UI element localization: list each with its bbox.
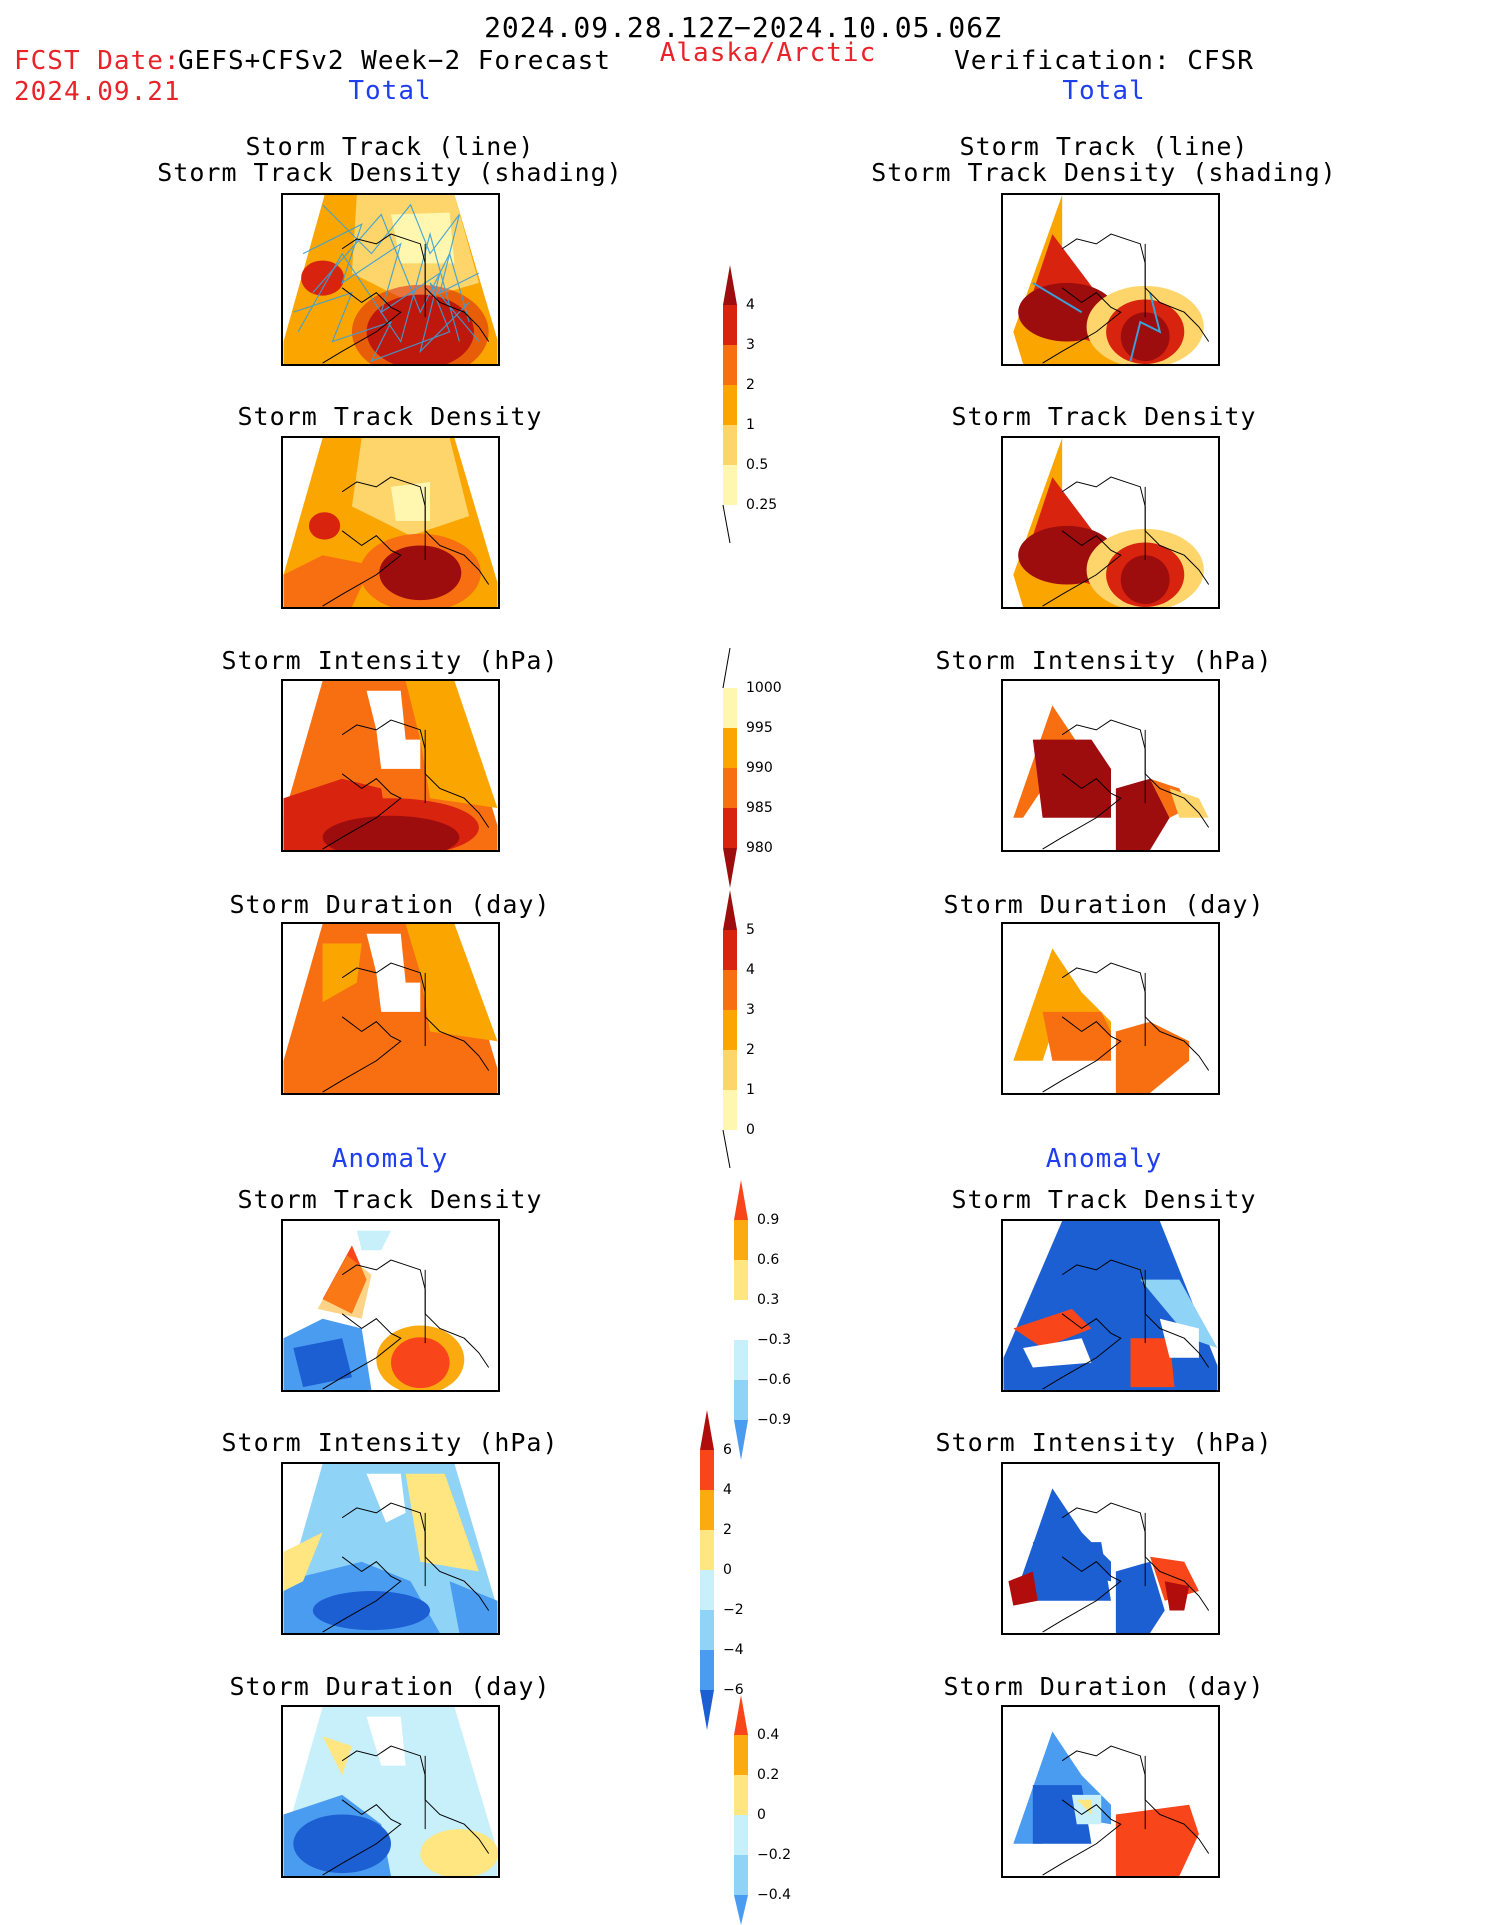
map-duration-anom-verification — [1001, 1705, 1220, 1878]
colorbar-duration-anom-tick: −0.4 — [757, 1887, 791, 1903]
colorbar-density-tick: 4 — [746, 297, 755, 313]
title-track-shading-left: Storm Track Density (shading) — [157, 158, 623, 187]
title-density-anom-left: Storm Track Density — [237, 1185, 543, 1214]
title-intensity-left: Storm Intensity (hPa) — [221, 646, 559, 675]
colorbar-density-anom: 0.9 0.6 0.3 −0.3 −0.6 −0.9 — [731, 1180, 821, 1460]
colorbar-duration-tick: 5 — [746, 922, 755, 938]
title-density-anom-right: Storm Track Density — [951, 1185, 1257, 1214]
colorbar-duration-anom-tick: 0.4 — [757, 1727, 780, 1743]
fcst-date: 2024.09.21 — [14, 77, 181, 107]
title-duration-anom-left: Storm Duration (day) — [229, 1672, 551, 1701]
title-duration-right: Storm Duration (day) — [943, 890, 1265, 919]
map-density-anom-verification — [1001, 1219, 1220, 1392]
map-track-verification — [1001, 193, 1220, 366]
map-intensity-anom-forecast — [281, 1462, 500, 1635]
map-density-forecast — [281, 436, 500, 609]
left-total-label: Total — [348, 76, 432, 106]
title-density-right: Storm Track Density — [951, 402, 1257, 431]
colorbar-intensity-anom-tick: 0 — [723, 1562, 732, 1578]
title-duration-anom-right: Storm Duration (day) — [943, 1672, 1265, 1701]
map-density-verification — [1001, 436, 1220, 609]
left-anomaly-label: Anomaly — [331, 1144, 449, 1174]
title-track-shading-right: Storm Track Density (shading) — [871, 158, 1337, 187]
colorbar-duration-tick: 4 — [746, 962, 755, 978]
colorbar-intensity-tick: 990 — [746, 760, 773, 776]
colorbar-duration-anom-tick: 0 — [757, 1807, 766, 1823]
title-duration-left: Storm Duration (day) — [229, 890, 551, 919]
title-intensity-right: Storm Intensity (hPa) — [935, 646, 1273, 675]
colorbar-intensity-anom: 6 4 2 0 −2 −4 −6 — [697, 1410, 787, 1730]
colorbar-intensity-tick: 980 — [746, 840, 773, 856]
colorbar-intensity-anom-tick: 4 — [723, 1482, 732, 1498]
colorbar-intensity-tick: 1000 — [746, 680, 782, 696]
verification-label: Verification: CFSR — [954, 46, 1254, 76]
map-duration-forecast — [281, 922, 500, 1095]
colorbar-density-anom-tick: 0.6 — [757, 1252, 780, 1268]
map-intensity-anom-verification — [1001, 1462, 1220, 1635]
colorbar-duration-tick: 2 — [746, 1042, 755, 1058]
title-track-line-right: Storm Track (line) — [959, 132, 1249, 161]
map-intensity-verification — [1001, 679, 1220, 852]
map-duration-anom-forecast — [281, 1705, 500, 1878]
colorbar-duration: 0 1 2 3 4 5 — [720, 890, 810, 1170]
colorbar-duration-tick: 3 — [746, 1002, 755, 1018]
colorbar-intensity-anom-tick: −2 — [723, 1602, 744, 1618]
colorbar-intensity-anom-tick: −4 — [723, 1642, 744, 1658]
map-track-forecast — [281, 193, 500, 366]
right-anomaly-label: Anomaly — [1045, 1144, 1163, 1174]
map-duration-verification — [1001, 922, 1220, 1095]
colorbar-intensity-tick: 985 — [746, 800, 773, 816]
colorbar-density-tick: 0.25 — [746, 497, 778, 513]
colorbar-density-anom-tick: −0.9 — [757, 1412, 791, 1428]
region-label: Alaska/Arctic — [659, 38, 877, 68]
right-total-label: Total — [1062, 76, 1146, 106]
fcst-model: GEFS+CFSv2 Week−2 Forecast — [178, 46, 611, 76]
colorbar-duration-anom-tick: 0.2 — [757, 1767, 780, 1783]
colorbar-density-tick: 0.5 — [746, 457, 769, 473]
colorbar-density-anom-tick: 0.3 — [757, 1292, 780, 1308]
colorbar-duration-anom: 0.4 0.2 0 −0.2 −0.4 — [731, 1695, 821, 1925]
colorbar-intensity-anom-tick: 2 — [723, 1522, 732, 1538]
colorbar-density-anom-tick: −0.3 — [757, 1332, 791, 1348]
title-density-left: Storm Track Density — [237, 402, 543, 431]
colorbar-intensity-anom-tick: −6 — [723, 1682, 744, 1698]
colorbar-density: 0.25 0.5 1 2 3 4 — [720, 265, 810, 545]
title-intensity-anom-left: Storm Intensity (hPa) — [221, 1428, 559, 1457]
period-title: 2024.09.28.12Z−2024.10.05.06Z — [484, 11, 1002, 44]
fcst-date-label: FCST Date: — [14, 46, 181, 76]
colorbar-intensity: 1000 995 990 985 980 — [720, 648, 810, 888]
colorbar-density-tick: 3 — [746, 337, 755, 353]
colorbar-intensity-tick: 995 — [746, 720, 773, 736]
colorbar-density-tick: 1 — [746, 417, 755, 433]
colorbar-duration-anom-tick: −0.2 — [757, 1847, 791, 1863]
colorbar-duration-tick: 0 — [746, 1122, 755, 1138]
colorbar-intensity-anom-tick: 6 — [723, 1442, 732, 1458]
colorbar-duration-tick: 1 — [746, 1082, 755, 1098]
colorbar-density-anom-tick: 0.9 — [757, 1212, 780, 1228]
colorbar-density-anom-tick: −0.6 — [757, 1372, 791, 1388]
colorbar-density-tick: 2 — [746, 377, 755, 393]
title-track-line-left: Storm Track (line) — [245, 132, 535, 161]
map-density-anom-forecast — [281, 1219, 500, 1392]
title-intensity-anom-right: Storm Intensity (hPa) — [935, 1428, 1273, 1457]
map-intensity-forecast — [281, 679, 500, 852]
